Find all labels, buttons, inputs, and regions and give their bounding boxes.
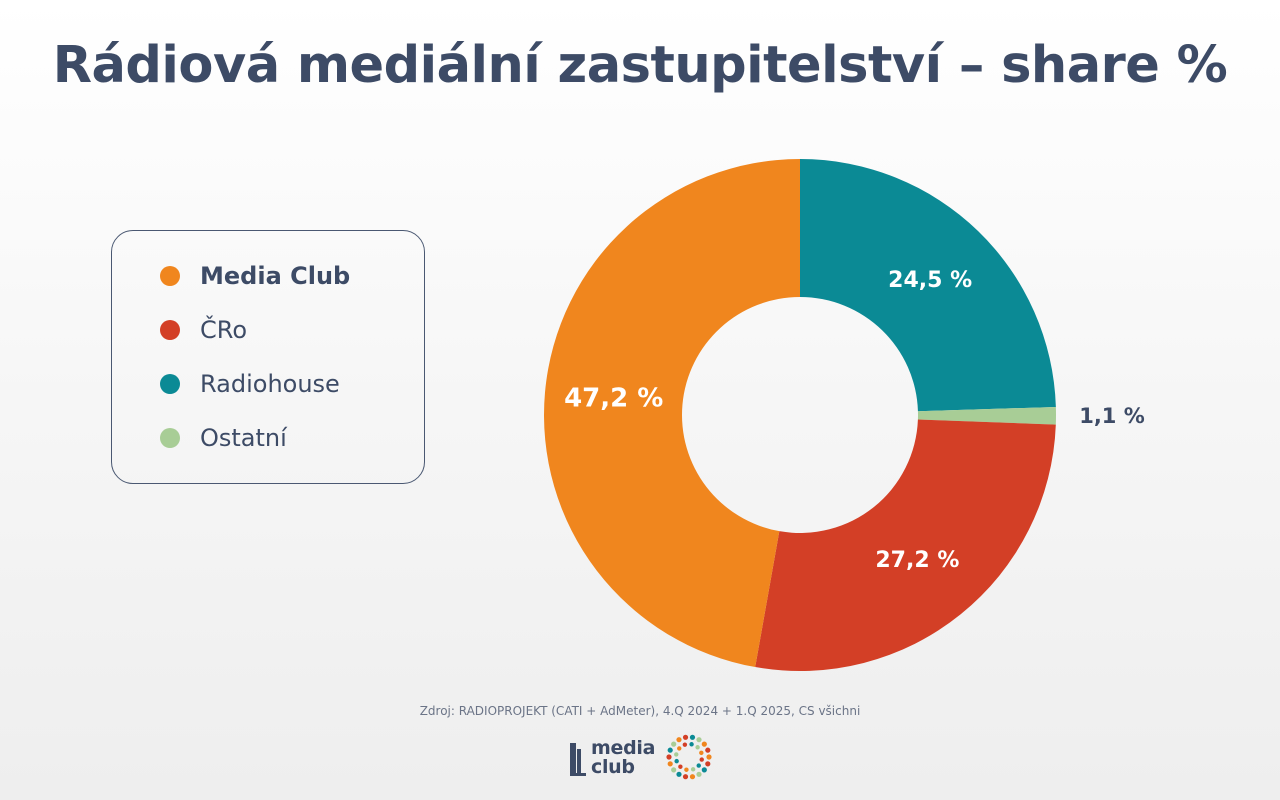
legend-label: ČRo [200,316,248,344]
legend-label: Ostatní [200,424,287,452]
legend-item: Media Club [160,261,350,291]
legend-dot-icon [160,266,180,286]
legend-dot-icon [160,374,180,394]
legend-label: Radiohouse [200,370,340,398]
legend-item: ČRo [160,315,247,345]
legend-dot-icon [160,320,180,340]
legend-label: Media Club [200,262,351,290]
donut-slice-media-club [544,159,800,668]
legend-dot-icon [160,428,180,448]
logo-dots-ring-icon [666,734,712,780]
chart-legend: Media Club ČRo Radiohouse Ostatní [111,230,425,484]
media-club-logo: media club [569,733,719,783]
slice-value-label: 1,1 % [1079,404,1145,428]
page-title: Rádiová mediální zastupitelství – share … [52,36,1228,95]
logo-text-club: club [591,756,635,778]
logo-tower-icon [570,743,586,776]
logo-text-media: media [591,737,656,759]
source-note: Zdroj: RADIOPROJEKT (CATI + AdMeter), 4.… [419,704,861,718]
slice-value-label: 47,2 % [564,384,663,414]
legend-item: Radiohouse [160,369,340,399]
donut-slice-radiohouse [800,159,1056,412]
slice-value-label: 27,2 % [875,548,959,573]
donut-slice--ro [755,419,1056,672]
slice-value-label: 24,5 % [888,268,972,293]
donut-slice-ostatn- [917,406,1056,425]
legend-item: Ostatní [160,423,287,453]
